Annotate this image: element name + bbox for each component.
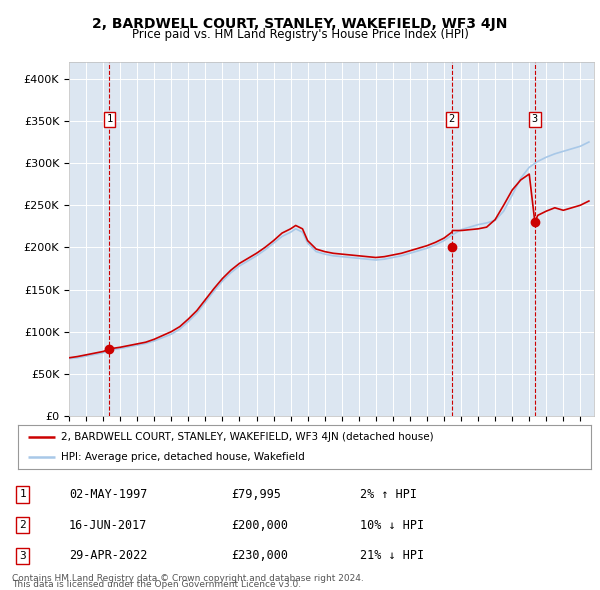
Text: 1: 1 [106, 114, 113, 124]
Text: 2, BARDWELL COURT, STANLEY, WAKEFIELD, WF3 4JN: 2, BARDWELL COURT, STANLEY, WAKEFIELD, W… [92, 17, 508, 31]
Text: £230,000: £230,000 [231, 549, 288, 562]
Text: 1: 1 [19, 490, 26, 499]
Text: 2: 2 [19, 520, 26, 530]
Text: 3: 3 [532, 114, 538, 124]
Text: 2% ↑ HPI: 2% ↑ HPI [360, 488, 417, 501]
Text: Price paid vs. HM Land Registry's House Price Index (HPI): Price paid vs. HM Land Registry's House … [131, 28, 469, 41]
Text: Contains HM Land Registry data © Crown copyright and database right 2024.: Contains HM Land Registry data © Crown c… [12, 574, 364, 583]
Text: 21% ↓ HPI: 21% ↓ HPI [360, 549, 424, 562]
Text: 3: 3 [19, 551, 26, 560]
Text: £200,000: £200,000 [231, 519, 288, 532]
Text: 10% ↓ HPI: 10% ↓ HPI [360, 519, 424, 532]
Text: 2: 2 [449, 114, 455, 124]
Text: 02-MAY-1997: 02-MAY-1997 [69, 488, 148, 501]
Text: £79,995: £79,995 [231, 488, 281, 501]
Text: HPI: Average price, detached house, Wakefield: HPI: Average price, detached house, Wake… [61, 452, 305, 462]
Text: 16-JUN-2017: 16-JUN-2017 [69, 519, 148, 532]
Text: This data is licensed under the Open Government Licence v3.0.: This data is licensed under the Open Gov… [12, 581, 301, 589]
Text: 2, BARDWELL COURT, STANLEY, WAKEFIELD, WF3 4JN (detached house): 2, BARDWELL COURT, STANLEY, WAKEFIELD, W… [61, 432, 434, 442]
Text: 29-APR-2022: 29-APR-2022 [69, 549, 148, 562]
